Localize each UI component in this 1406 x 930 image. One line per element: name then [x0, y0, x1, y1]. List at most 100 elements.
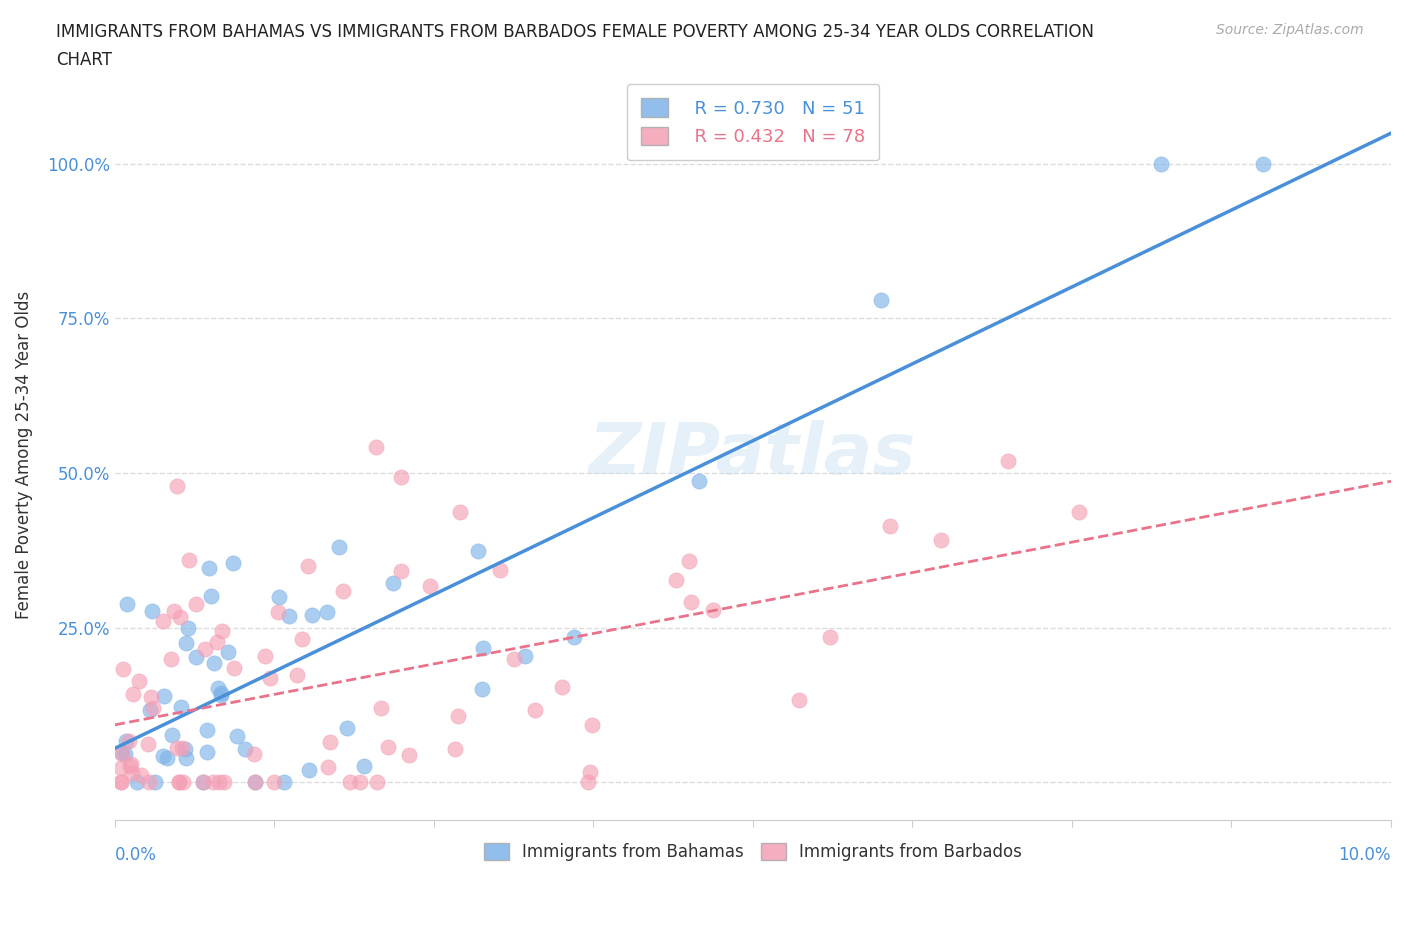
Point: [377, 740, 399, 755]
Point: [353, 759, 375, 774]
Point: [818, 630, 841, 644]
Point: [139, 690, 162, 705]
Point: [153, 689, 176, 704]
Point: [195, 723, 218, 737]
Point: [121, 687, 143, 702]
Legend: Immigrants from Bahamas, Immigrants from Barbados: Immigrants from Bahamas, Immigrants from…: [475, 835, 1031, 870]
Point: [169, 609, 191, 624]
Point: [170, 700, 193, 715]
Point: [336, 721, 359, 736]
Point: [195, 745, 218, 760]
Point: [169, 775, 191, 790]
Point: [141, 604, 163, 618]
Point: [222, 555, 245, 570]
Point: [562, 630, 585, 644]
Point: [370, 700, 392, 715]
Point: [121, 765, 143, 780]
Text: 10.0%: 10.0%: [1339, 845, 1391, 864]
Point: [194, 642, 217, 657]
Point: [319, 735, 342, 750]
Point: [447, 709, 470, 724]
Point: [267, 604, 290, 619]
Point: [202, 656, 225, 671]
Text: IMMIGRANTS FROM BAHAMAS VS IMMIGRANTS FROM BARBADOS FEMALE POVERTY AMONG 25-34 Y: IMMIGRANTS FROM BAHAMAS VS IMMIGRANTS FR…: [56, 23, 1094, 41]
Point: [129, 767, 152, 782]
Point: [110, 775, 132, 790]
Point: [205, 635, 228, 650]
Point: [152, 749, 174, 764]
Point: [245, 775, 267, 790]
Point: [179, 552, 201, 567]
Point: [285, 668, 308, 683]
Point: [138, 775, 160, 790]
Point: [173, 741, 195, 756]
Point: [259, 671, 281, 685]
Point: [316, 604, 339, 619]
Point: [186, 596, 208, 611]
Point: [120, 756, 142, 771]
Point: [316, 760, 339, 775]
Point: [225, 729, 247, 744]
Text: Source: ZipAtlas.com: Source: ZipAtlas.com: [1216, 23, 1364, 37]
Point: [332, 584, 354, 599]
Point: [665, 572, 688, 587]
Point: [166, 740, 188, 755]
Point: [879, 519, 901, 534]
Point: [503, 652, 526, 667]
Point: [152, 614, 174, 629]
Point: [389, 470, 412, 485]
Point: [167, 775, 190, 790]
Y-axis label: Female Poverty Among 25-34 Year Olds: Female Poverty Among 25-34 Year Olds: [15, 290, 32, 618]
Point: [702, 603, 724, 618]
Point: [117, 734, 139, 749]
Point: [382, 576, 405, 591]
Point: [298, 763, 321, 777]
Point: [211, 624, 233, 639]
Point: [277, 608, 299, 623]
Point: [111, 661, 134, 676]
Point: [488, 563, 510, 578]
Point: [172, 775, 194, 790]
Point: [224, 660, 246, 675]
Point: [471, 640, 494, 655]
Point: [217, 644, 239, 659]
Point: [110, 745, 132, 760]
Point: [120, 758, 142, 773]
Point: [398, 748, 420, 763]
Point: [160, 652, 183, 667]
Text: CHART: CHART: [56, 51, 112, 69]
Point: [242, 747, 264, 762]
Text: ZIPatlas: ZIPatlas: [589, 420, 917, 489]
Point: [550, 679, 572, 694]
Point: [174, 751, 197, 765]
Point: [291, 631, 314, 646]
Point: [245, 775, 267, 790]
Point: [524, 702, 547, 717]
Point: [209, 687, 232, 702]
Point: [139, 702, 162, 717]
Point: [678, 553, 700, 568]
Point: [471, 682, 494, 697]
Point: [177, 621, 200, 636]
Point: [207, 680, 229, 695]
Point: [389, 564, 412, 578]
Point: [787, 692, 810, 707]
Point: [125, 775, 148, 790]
Point: [114, 747, 136, 762]
Point: [174, 635, 197, 650]
Point: [198, 561, 221, 576]
Point: [170, 740, 193, 755]
Text: 0.0%: 0.0%: [115, 845, 156, 864]
Point: [443, 741, 465, 756]
Point: [156, 751, 179, 765]
Point: [366, 440, 388, 455]
Point: [339, 775, 361, 790]
Point: [128, 673, 150, 688]
Point: [301, 607, 323, 622]
Point: [191, 775, 214, 790]
Point: [186, 649, 208, 664]
Point: [143, 775, 166, 790]
Point: [513, 649, 536, 664]
Point: [115, 597, 138, 612]
Point: [209, 685, 232, 700]
